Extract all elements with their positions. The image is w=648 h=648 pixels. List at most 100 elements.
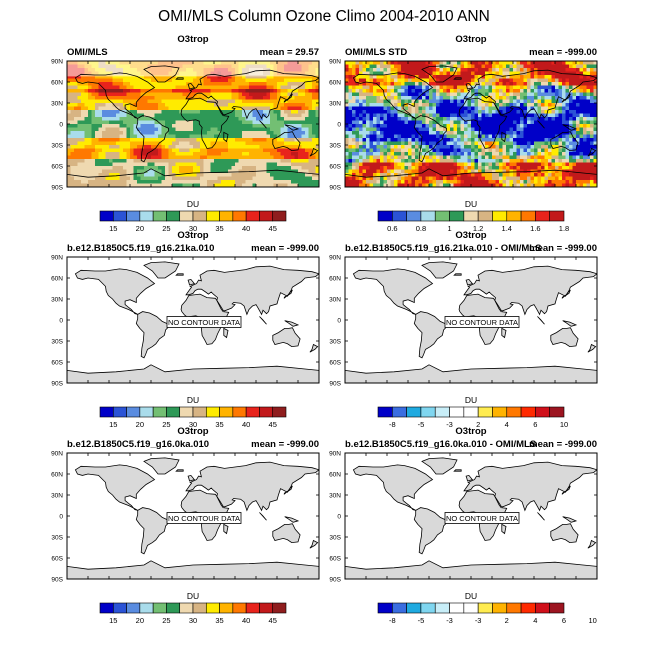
field-cell [172,141,176,146]
field-cell [109,124,113,128]
field-cell [301,124,306,128]
panel-title: O3trop [455,34,486,45]
field-cell [179,141,183,146]
field-cell [200,152,204,156]
field-cell [154,176,159,181]
field-cell [130,120,134,125]
field-cell [266,75,271,79]
field-cell [67,127,71,132]
field-cell [270,180,274,184]
field-cell [214,138,218,142]
field-cell [88,117,92,121]
field-cell [383,124,388,128]
field-cell [270,85,274,90]
field-cell [394,89,398,93]
field-cell [249,173,253,177]
field-cell [242,75,246,79]
field-cell [481,131,486,135]
field-cell [541,64,545,69]
field-cell [273,89,278,93]
field-cell [231,113,236,118]
field-cell [523,85,528,90]
field-cell [457,148,461,153]
field-cell [450,113,454,118]
field-cell [506,166,510,170]
field-cell [404,180,409,184]
field-cell [291,92,295,97]
field-cell [151,134,155,139]
field-cell [210,173,215,177]
field-cell [200,85,204,90]
field-cell [457,110,461,114]
field-cell [443,106,447,111]
field-cell [210,127,215,132]
field-cell [147,110,152,114]
field-cell [112,82,117,86]
field-cell [270,169,274,174]
field-cell [238,141,243,146]
field-cell [130,96,134,100]
field-cell [161,92,166,97]
field-cell [249,131,253,135]
field-cell [200,89,204,93]
field-cell [387,127,391,132]
field-cell [523,159,528,163]
field-cell [439,110,444,114]
field-cell [189,162,194,167]
field-cell [481,85,486,90]
field-cell [369,124,374,128]
field-cell [411,159,416,163]
field-cell [345,127,349,132]
field-cell [387,75,391,79]
field-cell [214,148,218,153]
field-cell [175,120,180,125]
field-cell [499,131,503,135]
field-cell [224,183,229,187]
field-cell [109,159,113,163]
field-cell [513,159,517,163]
field-cell [207,127,211,132]
field-cell [273,159,278,163]
field-cell [352,64,356,69]
colorbar-box [192,210,207,222]
field-cell [214,127,218,132]
field-cell [189,155,194,160]
field-cell [280,166,285,170]
field-cell [179,99,183,104]
field-cell [186,127,190,132]
field-cell [221,180,225,184]
field-cell [95,120,99,125]
field-cell [457,155,461,160]
field-cell [294,75,299,79]
field-cell [224,173,229,177]
field-cell [137,166,141,170]
field-cell [506,173,510,177]
field-cell [137,124,141,128]
field-cell [301,127,306,132]
field-cell [308,148,313,153]
field-cell [387,96,391,100]
field-cell [228,169,232,174]
field-cell [112,166,117,170]
field-cell [112,134,117,139]
field-cell [502,183,507,187]
field-cell [294,162,299,167]
field-cell [527,61,531,65]
field-cell [196,103,201,107]
field-cell [144,138,148,142]
field-cell [481,138,486,142]
field-cell [530,71,535,76]
field-cell [182,176,187,181]
field-cell [516,173,521,177]
field-cell [280,131,285,135]
field-cell [422,173,426,177]
field-cell [224,117,229,121]
field-cell [432,71,437,76]
field-cell [394,152,398,156]
field-cell [305,134,309,139]
field-cell [537,127,542,132]
field-cell [439,148,444,153]
field-cell [298,169,302,174]
field-cell [548,89,552,93]
field-cell [214,173,218,177]
